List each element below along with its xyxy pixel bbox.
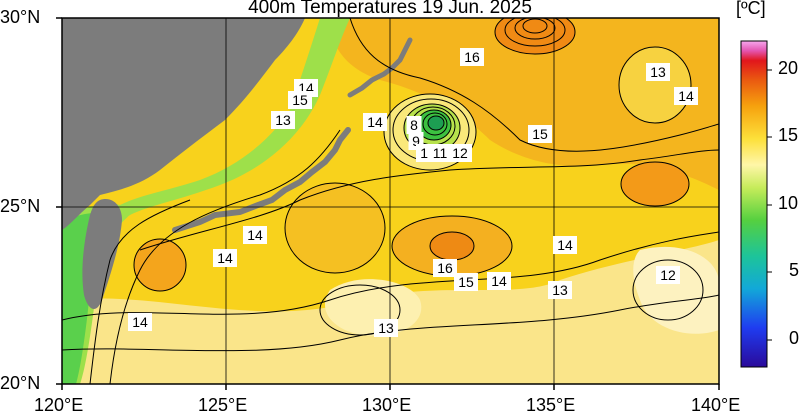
contour-line bbox=[62, 294, 719, 352]
map-title: 400m Temperatures 19 Jun. 2025 bbox=[248, 0, 532, 18]
contour-line bbox=[89, 199, 191, 384]
contour-label: 14 bbox=[491, 273, 507, 289]
ryukyu-islands bbox=[172, 127, 351, 233]
contour-label-bg bbox=[460, 48, 484, 66]
contour-line bbox=[494, 18, 576, 55]
warm-eddy-core bbox=[430, 232, 474, 260]
cool-eddy-northeast bbox=[619, 47, 691, 123]
contour-label-bg bbox=[288, 91, 312, 109]
warm-eddy-west bbox=[285, 183, 385, 273]
x-axis-tick-label: 140°E bbox=[691, 395, 741, 415]
contour-label: 13 bbox=[552, 282, 568, 298]
contour-line bbox=[109, 129, 341, 384]
colorbar-tick: 15 bbox=[778, 125, 799, 145]
coastal-cool-band bbox=[62, 18, 350, 384]
contour-line bbox=[133, 238, 187, 292]
warm-eddy-southwest bbox=[134, 239, 186, 291]
contour-line bbox=[620, 161, 690, 207]
contour-label-bg bbox=[363, 113, 387, 131]
contour-line bbox=[522, 18, 548, 34]
contour-label-bg bbox=[454, 273, 478, 291]
contour-label: 15 bbox=[292, 92, 308, 108]
contour-label: 13 bbox=[378, 320, 394, 336]
contour-label: 14 bbox=[132, 314, 148, 330]
contour-label-bg bbox=[213, 249, 237, 267]
contour-label: 11 bbox=[433, 145, 448, 161]
contour-line bbox=[422, 112, 448, 136]
contour-label-bg bbox=[406, 116, 422, 134]
colorbar-tick: 0 bbox=[789, 328, 800, 348]
land-china bbox=[62, 18, 305, 230]
colorbar-tick: 10 bbox=[778, 193, 799, 213]
contour-line bbox=[427, 115, 445, 131]
contour-label: 14 bbox=[247, 227, 263, 243]
contour-label-bg bbox=[243, 226, 267, 244]
contour-label: 16 bbox=[464, 49, 480, 65]
contour-label: 14 bbox=[367, 114, 383, 130]
contour-label-bg bbox=[374, 319, 398, 337]
cold-eddy-center bbox=[428, 116, 444, 130]
contour-label-bg bbox=[656, 266, 680, 284]
colorbar-tick: 5 bbox=[789, 260, 800, 280]
contour-label: 15 bbox=[458, 274, 474, 290]
contour-label-bg bbox=[553, 236, 577, 254]
contour-label-bg bbox=[548, 281, 572, 299]
contour-line bbox=[514, 18, 556, 40]
x-axis-tick-label: 135°E bbox=[526, 395, 576, 415]
warm-eddy-east bbox=[621, 162, 689, 206]
contour-label: 12 bbox=[452, 145, 468, 161]
y-axis-tick-label: 25°N bbox=[0, 196, 41, 216]
contour-label-bg bbox=[428, 144, 452, 162]
contour-line bbox=[62, 231, 719, 321]
x-axis-tick-label: 125°E bbox=[198, 395, 248, 415]
contour-line bbox=[632, 259, 704, 321]
contour-line bbox=[319, 284, 401, 336]
contour-label-bg bbox=[528, 125, 552, 143]
cool-patch-east bbox=[633, 246, 719, 334]
contour-label-bg bbox=[646, 63, 670, 81]
contour-line bbox=[383, 93, 477, 171]
colorbar-unit: [ºC] bbox=[736, 0, 766, 18]
land-taiwan bbox=[82, 199, 122, 310]
y-axis-tick-label: 30°N bbox=[0, 7, 41, 27]
contour-label: 12 bbox=[660, 267, 676, 283]
colorbar-tick: 20 bbox=[778, 58, 799, 78]
contour-line bbox=[139, 149, 719, 251]
contour-label: 14 bbox=[557, 237, 573, 253]
contour-label: 9 bbox=[412, 133, 420, 149]
contour-label: 14 bbox=[678, 88, 694, 104]
kyushu-islands bbox=[347, 37, 413, 98]
colorbar bbox=[740, 40, 768, 368]
contour-label: 13 bbox=[275, 112, 291, 128]
contour-label-bg bbox=[128, 313, 152, 331]
contour-label-bg bbox=[271, 111, 295, 129]
contour-label: 14 bbox=[217, 250, 233, 266]
y-axis-tick-label: 20°N bbox=[0, 373, 41, 393]
contour-line bbox=[284, 182, 386, 274]
contour-line bbox=[504, 18, 566, 47]
contour-label: 8 bbox=[410, 117, 418, 133]
contour-label: 13 bbox=[650, 64, 666, 80]
x-axis-tick-label: 130°E bbox=[362, 395, 412, 415]
contour-label: 16 bbox=[437, 260, 453, 276]
contour-label-bg bbox=[448, 144, 472, 162]
contour-label-bg bbox=[487, 272, 511, 290]
contour-label: 15 bbox=[532, 126, 548, 142]
contour-line bbox=[618, 46, 692, 124]
contour-line bbox=[349, 18, 719, 152]
contour-label-bg bbox=[674, 87, 698, 105]
contour-label-bg bbox=[433, 259, 457, 277]
x-axis-tick-label: 120°E bbox=[34, 395, 84, 415]
